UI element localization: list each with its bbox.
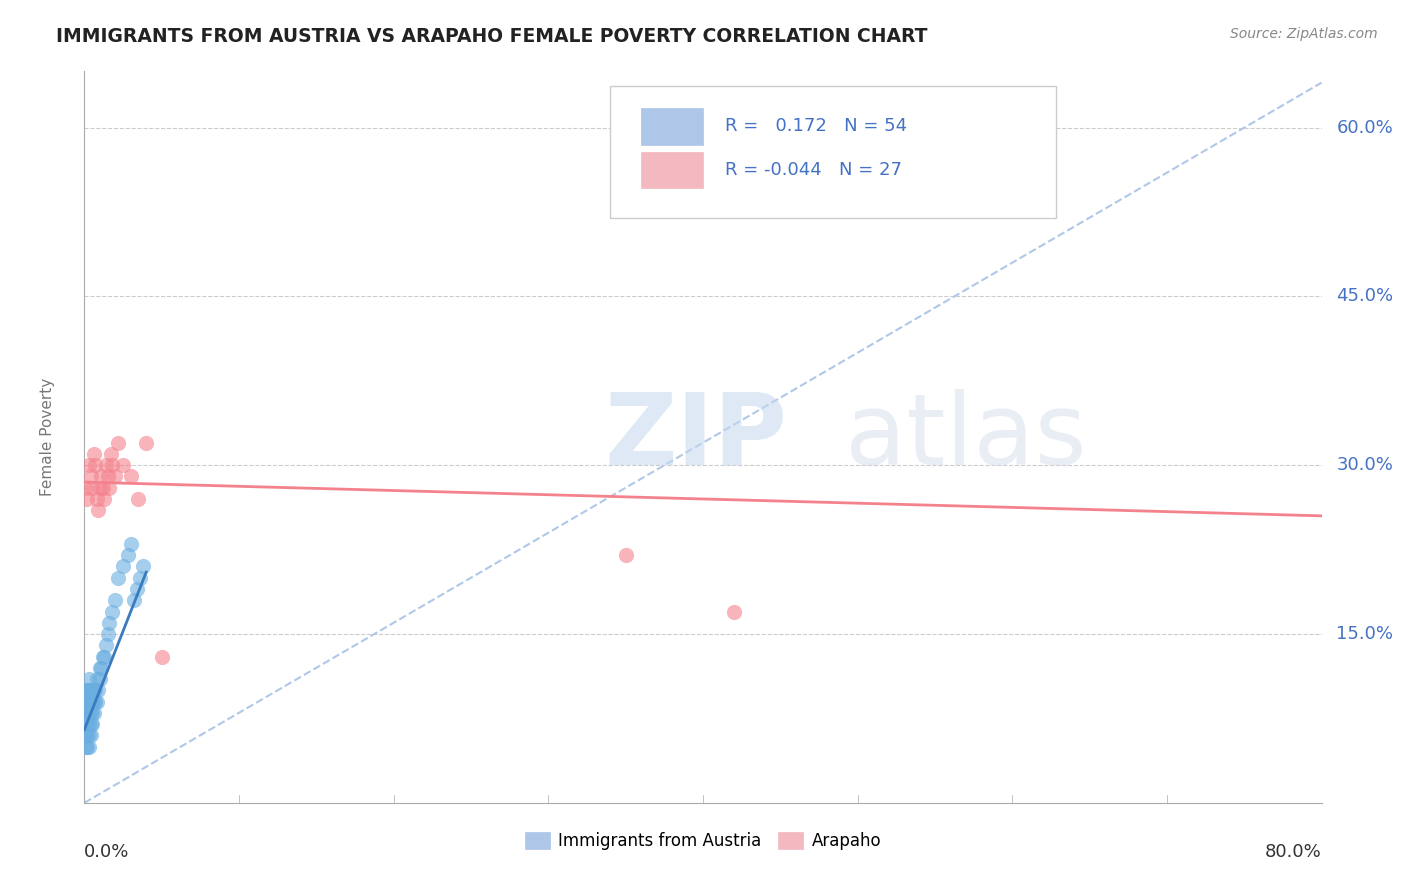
Point: [76, 694, 98, 708]
Point: [89, 481, 111, 495]
Point: [723, 605, 745, 619]
Text: atlas: atlas: [845, 389, 1087, 485]
Point: [75, 739, 97, 754]
Point: [76, 717, 98, 731]
Text: 80.0%: 80.0%: [1265, 843, 1322, 861]
Point: [100, 447, 122, 461]
Point: [129, 571, 152, 585]
Point: [76, 683, 98, 698]
Point: [112, 559, 135, 574]
Point: [82, 683, 104, 698]
Point: [82, 717, 104, 731]
Point: [77, 458, 100, 473]
Text: 30.0%: 30.0%: [1337, 456, 1393, 475]
Point: [79, 728, 101, 742]
Text: 0.0%: 0.0%: [84, 843, 129, 861]
Point: [84, 694, 107, 708]
Point: [86, 694, 108, 708]
Point: [75, 728, 97, 742]
Point: [75, 683, 97, 698]
Point: [107, 571, 129, 585]
Point: [94, 458, 117, 473]
Point: [90, 469, 112, 483]
Point: [77, 683, 100, 698]
Point: [83, 683, 105, 698]
Point: [89, 661, 111, 675]
FancyBboxPatch shape: [641, 108, 703, 145]
Point: [82, 481, 104, 495]
Point: [79, 706, 101, 720]
Text: R = -0.044   N = 27: R = -0.044 N = 27: [725, 161, 903, 179]
Point: [89, 672, 111, 686]
Point: [101, 605, 124, 619]
Point: [127, 491, 149, 506]
Point: [107, 435, 129, 450]
Point: [132, 559, 155, 574]
Point: [75, 706, 97, 720]
Point: [96, 469, 118, 483]
Point: [77, 717, 100, 731]
Point: [120, 469, 142, 483]
Text: 45.0%: 45.0%: [1337, 287, 1393, 305]
Point: [614, 548, 637, 562]
Point: [86, 672, 108, 686]
Text: R =   0.172   N = 54: R = 0.172 N = 54: [725, 117, 907, 136]
Point: [76, 706, 98, 720]
Point: [77, 739, 100, 754]
Point: [120, 537, 142, 551]
Text: Source: ZipAtlas.com: Source: ZipAtlas.com: [1230, 27, 1378, 41]
Point: [79, 683, 101, 698]
Legend: Immigrants from Austria, Arapaho: Immigrants from Austria, Arapaho: [519, 825, 887, 856]
Text: 15.0%: 15.0%: [1337, 625, 1393, 643]
FancyBboxPatch shape: [610, 86, 1056, 218]
Point: [96, 627, 118, 641]
Point: [79, 717, 101, 731]
Point: [98, 615, 121, 630]
Text: Female Poverty: Female Poverty: [39, 378, 55, 496]
Point: [93, 649, 115, 664]
Point: [77, 672, 100, 686]
Point: [84, 683, 107, 698]
Text: IMMIGRANTS FROM AUSTRIA VS ARAPAHO FEMALE POVERTY CORRELATION CHART: IMMIGRANTS FROM AUSTRIA VS ARAPAHO FEMAL…: [56, 27, 928, 45]
Point: [86, 491, 108, 506]
Point: [76, 728, 98, 742]
Point: [83, 706, 105, 720]
Point: [83, 447, 105, 461]
Point: [104, 469, 127, 483]
Point: [122, 593, 145, 607]
Point: [76, 491, 98, 506]
Point: [75, 481, 97, 495]
Point: [135, 435, 157, 450]
Point: [82, 706, 104, 720]
Point: [75, 717, 97, 731]
Point: [104, 593, 127, 607]
Point: [87, 683, 110, 698]
Point: [91, 649, 114, 664]
Point: [117, 548, 139, 562]
Point: [77, 694, 100, 708]
Point: [76, 739, 98, 754]
Point: [150, 649, 173, 664]
Point: [77, 728, 100, 742]
Point: [90, 661, 112, 675]
Point: [83, 694, 105, 708]
Point: [87, 503, 110, 517]
Point: [77, 706, 100, 720]
Point: [79, 694, 101, 708]
Text: ZIP: ZIP: [605, 389, 787, 485]
Point: [101, 458, 124, 473]
FancyBboxPatch shape: [641, 152, 703, 188]
Point: [82, 694, 104, 708]
Point: [75, 694, 97, 708]
Text: 60.0%: 60.0%: [1337, 119, 1393, 136]
Point: [112, 458, 135, 473]
Point: [94, 638, 117, 652]
Point: [98, 481, 121, 495]
Point: [79, 469, 101, 483]
Point: [84, 458, 107, 473]
Point: [93, 491, 115, 506]
Point: [91, 481, 114, 495]
Point: [125, 582, 148, 596]
